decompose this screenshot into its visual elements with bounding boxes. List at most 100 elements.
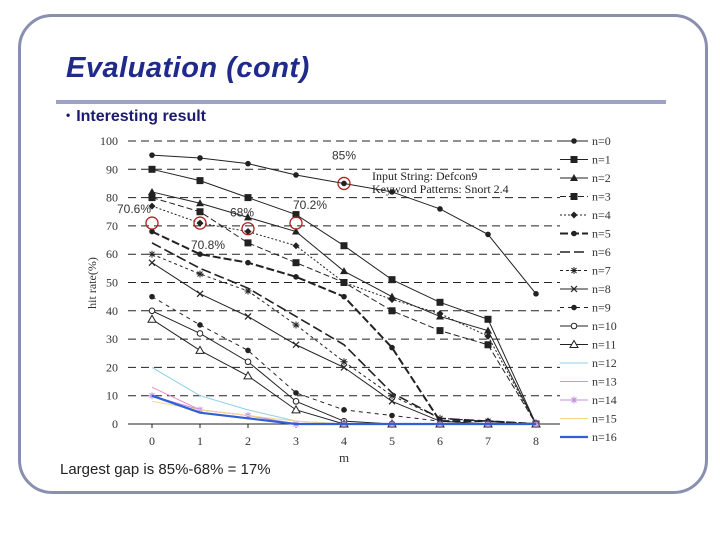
x-tick-label: 7 [485,434,491,448]
legend-entry: n=12 [560,356,617,370]
data-point [436,310,444,318]
data-point [148,194,156,202]
data-point [341,407,347,413]
data-point [437,206,443,212]
data-point [292,321,300,329]
legend-label: n=13 [592,375,617,389]
legend-entry: n=3 [560,190,611,204]
annotation-label: 85% [332,148,356,162]
legend-entry: n=16 [560,430,617,444]
data-point [341,293,347,300]
y-tick-label: 80 [106,191,118,205]
gap-note: Largest gap is 85%-68% = 17% [60,461,271,478]
data-point [293,390,299,396]
x-tick-label: 4 [341,434,347,448]
data-point [570,174,578,181]
annotation-label: 68% [230,206,254,220]
data-point [196,177,204,185]
legend-entry: n=1 [560,153,611,167]
annotation-label: 70.6% [117,202,151,216]
legend-label: n=5 [592,227,611,241]
data-point [244,239,252,247]
y-tick-label: 20 [106,360,118,374]
data-point [245,347,251,354]
data-point [292,259,300,267]
bullet-text: Interesting result [76,108,207,125]
legend-label: n=14 [592,393,617,407]
y-axis-label: hit rate(%) [85,257,99,309]
x-tick-label: 3 [293,434,299,448]
data-point [388,392,396,400]
data-point [388,397,396,405]
inset-text: Input String: Defcon9 [372,169,477,183]
x-tick-label: 1 [197,434,203,448]
data-point [436,414,444,422]
series-line [151,394,536,426]
data-point [196,270,204,278]
data-point [149,152,155,158]
data-point [292,398,300,405]
legend-label: n=15 [592,412,617,426]
data-point [569,339,579,348]
data-point [197,322,203,328]
x-tick-label: 6 [437,434,443,448]
data-point [243,370,253,380]
legend-label: n=1 [592,153,611,167]
data-point [485,231,491,238]
series-n-0 [149,152,539,297]
legend-entry: n=5 [560,227,611,241]
data-point [148,259,156,267]
data-point [293,172,299,178]
data-point [340,363,348,371]
data-point [570,193,578,200]
data-point [244,358,252,366]
legend-label: n=12 [592,356,617,370]
legend-entry: n=15 [560,412,617,426]
data-point [570,322,578,330]
data-point [244,213,252,221]
inset-text: Keyword Patterns: Snort 2.4 [372,182,509,196]
data-point [436,327,444,335]
data-point [244,287,252,295]
series-n-4 [148,202,540,428]
data-point [148,307,156,315]
y-tick-label: 50 [106,276,118,290]
title-rule [56,100,666,104]
slide-frame [18,14,708,494]
y-tick-label: 70 [106,219,118,233]
legend-entry: n=10 [560,319,617,333]
data-point [197,155,203,161]
data-point [244,194,252,202]
data-point [484,315,492,323]
legend-entry: n=14 [560,393,617,407]
data-point [484,332,492,340]
x-tick-label: 8 [533,434,539,448]
y-tick-label: 60 [106,247,118,261]
legend-entry: n=2 [560,171,611,185]
data-point [244,228,252,236]
annotation-label: 70.2% [293,198,327,212]
data-point [340,358,348,366]
data-point [388,276,396,284]
data-point [149,228,155,235]
legend-label: n=3 [592,190,611,204]
x-tick-label: 0 [149,434,155,448]
data-point [389,189,395,195]
data-point [245,160,251,167]
y-tick-label: 40 [106,304,118,318]
data-point [340,242,348,250]
legend-entry: n=9 [560,301,611,315]
data-point [196,208,204,216]
data-point [388,295,396,303]
data-point [436,298,444,306]
data-point [340,279,348,286]
data-point [341,180,347,187]
slide-title: Evaluation (cont) [66,52,310,84]
data-point [149,293,155,300]
legend-label: n=9 [592,301,611,315]
data-point [292,211,300,219]
legend-label: n=10 [592,319,617,333]
series-n-16 [151,394,536,426]
data-point [147,314,157,323]
